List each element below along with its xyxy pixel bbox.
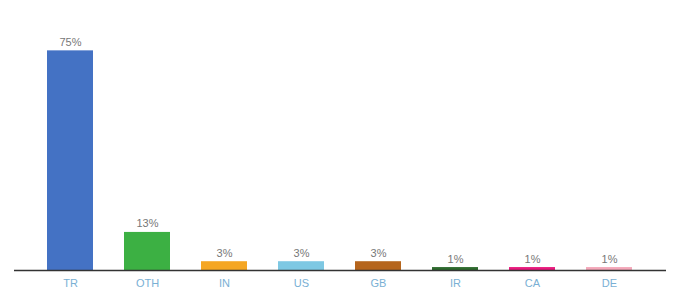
svg-text:13%: 13% <box>136 217 158 229</box>
svg-text:3%: 3% <box>217 247 233 259</box>
svg-text:OTH: OTH <box>136 277 159 289</box>
svg-text:CA: CA <box>525 277 541 289</box>
svg-text:IR: IR <box>450 277 461 289</box>
svg-text:1%: 1% <box>525 253 541 265</box>
svg-text:1%: 1% <box>602 253 618 265</box>
svg-text:1%: 1% <box>448 253 464 265</box>
svg-text:US: US <box>294 277 309 289</box>
svg-text:GB: GB <box>371 277 387 289</box>
svg-text:3%: 3% <box>371 247 387 259</box>
svg-text:DE: DE <box>602 277 617 289</box>
svg-text:75%: 75% <box>59 36 81 48</box>
svg-text:IN: IN <box>219 277 230 289</box>
svg-text:3%: 3% <box>294 247 310 259</box>
svg-text:TR: TR <box>63 277 78 289</box>
